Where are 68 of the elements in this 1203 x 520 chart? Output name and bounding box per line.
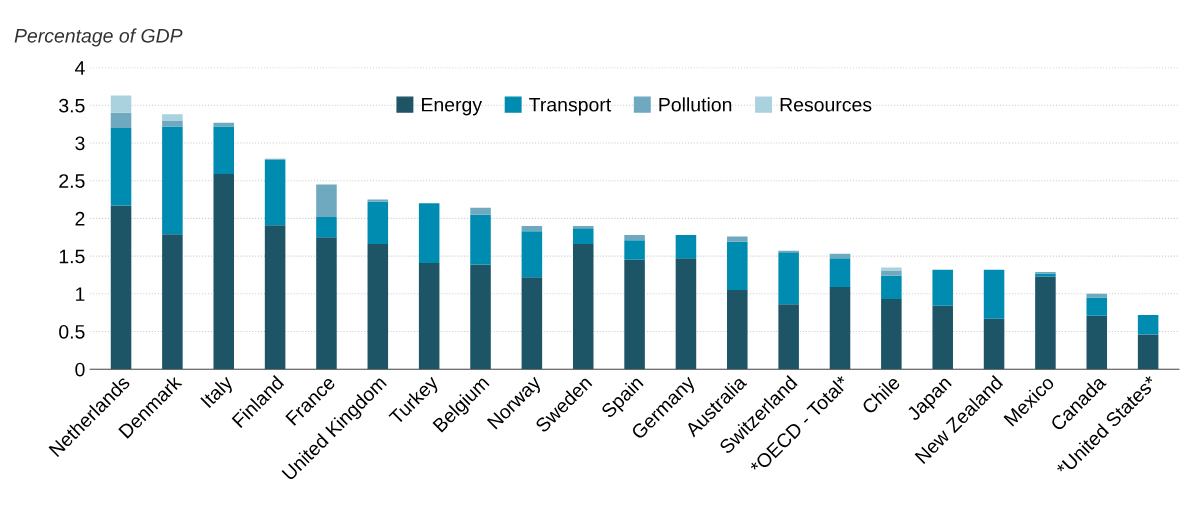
- legend-label: Pollution: [659, 97, 732, 112]
- bar: [624, 259, 645, 370]
- bar: [727, 241, 748, 291]
- x-tick-label: Italy: [199, 374, 237, 411]
- bar: [264, 225, 286, 370]
- bar: [1035, 276, 1056, 370]
- bar: [264, 159, 286, 226]
- bar: [727, 236, 748, 242]
- bar: [367, 201, 389, 245]
- bar: [418, 262, 440, 370]
- bar: [418, 203, 440, 263]
- bar: [470, 264, 491, 370]
- bar: [470, 214, 491, 265]
- bar: [932, 269, 953, 306]
- y-tick-label: 1.5: [59, 249, 85, 264]
- bar: [162, 114, 183, 121]
- y-axis-title: Percentage of GDP: [14, 28, 183, 47]
- bar: [572, 228, 594, 245]
- bar: [675, 234, 697, 259]
- bar: [162, 234, 183, 370]
- bar: [316, 237, 337, 370]
- bar: [521, 231, 543, 278]
- bar: [521, 277, 543, 370]
- bar: [213, 126, 235, 174]
- bar: [983, 318, 1005, 370]
- y-tick-label: 4: [75, 61, 85, 75]
- bar: [213, 173, 235, 370]
- bar: [881, 299, 902, 370]
- y-tick-label: 0: [75, 362, 85, 377]
- bar: [778, 252, 799, 305]
- bar: [110, 205, 132, 370]
- bar: [727, 290, 748, 370]
- y-tick-label: 1: [76, 287, 85, 301]
- bar: [110, 95, 132, 113]
- bar: [1137, 314, 1159, 335]
- y-tick-label: 2.5: [59, 174, 85, 188]
- legend-label: Resources: [780, 97, 872, 112]
- bar: [162, 120, 183, 127]
- bar: [1137, 334, 1159, 370]
- legend-label: Energy: [422, 97, 483, 116]
- y-tick-label: 2: [75, 211, 85, 226]
- bar: [881, 270, 902, 276]
- bar: [316, 184, 337, 217]
- bar: [778, 304, 799, 370]
- bar: [983, 269, 1005, 319]
- bar: [110, 127, 132, 206]
- bar: [1086, 315, 1108, 370]
- bar: [110, 112, 132, 128]
- bar: [316, 216, 337, 238]
- bar: [572, 244, 594, 370]
- bar: [624, 234, 645, 241]
- bar: [624, 240, 645, 260]
- bar: [829, 287, 851, 370]
- legend-label: Transport: [529, 97, 612, 116]
- y-tick-label: 3: [75, 136, 85, 151]
- bar: [367, 244, 389, 370]
- y-tick-label: 0.5: [59, 324, 85, 339]
- bar: [521, 225, 543, 232]
- bar: [881, 267, 902, 271]
- y-tick-label: 3.5: [59, 98, 85, 113]
- bar: [881, 275, 902, 300]
- bar: [675, 258, 697, 370]
- bar: [470, 207, 491, 215]
- bar: [829, 258, 851, 288]
- bar: [1086, 297, 1108, 316]
- bar: [162, 126, 183, 235]
- bar: [932, 305, 953, 370]
- bar: [1086, 293, 1108, 298]
